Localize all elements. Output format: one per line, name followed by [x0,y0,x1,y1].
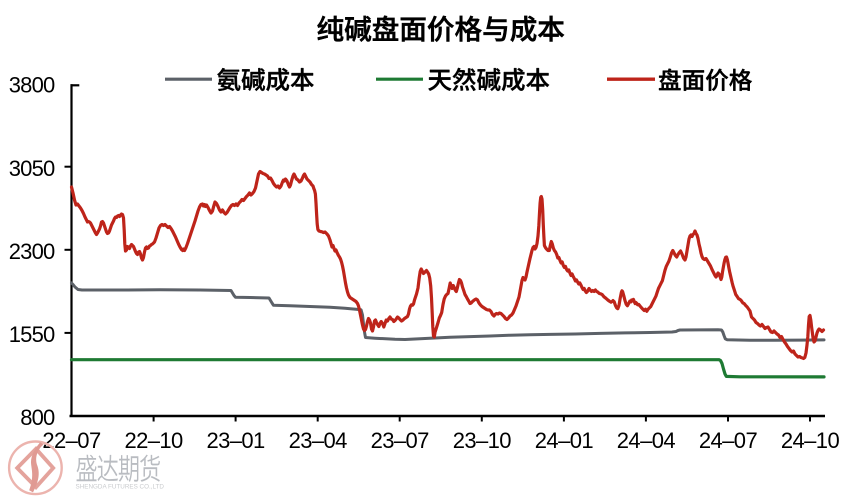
svg-text:24–01: 24–01 [535,428,594,453]
svg-text:24–10: 24–10 [781,428,840,453]
svg-text:23–01: 23–01 [207,428,266,453]
svg-text:3800: 3800 [9,73,55,98]
svg-text:23–04: 23–04 [289,428,348,453]
svg-text:SHENGDA FUTURES CO.,LTD: SHENGDA FUTURES CO.,LTD [76,484,165,491]
svg-text:23–07: 23–07 [371,428,430,453]
svg-text:1550: 1550 [9,322,55,347]
svg-text:3050: 3050 [9,156,55,181]
svg-text:23–10: 23–10 [453,428,512,453]
svg-text:22–10: 22–10 [125,428,184,453]
svg-text:800: 800 [20,405,55,430]
svg-text:24–07: 24–07 [699,428,758,453]
svg-text:2300: 2300 [9,239,55,264]
svg-text:22–07: 22–07 [42,428,101,453]
svg-text:24–04: 24–04 [617,428,676,453]
